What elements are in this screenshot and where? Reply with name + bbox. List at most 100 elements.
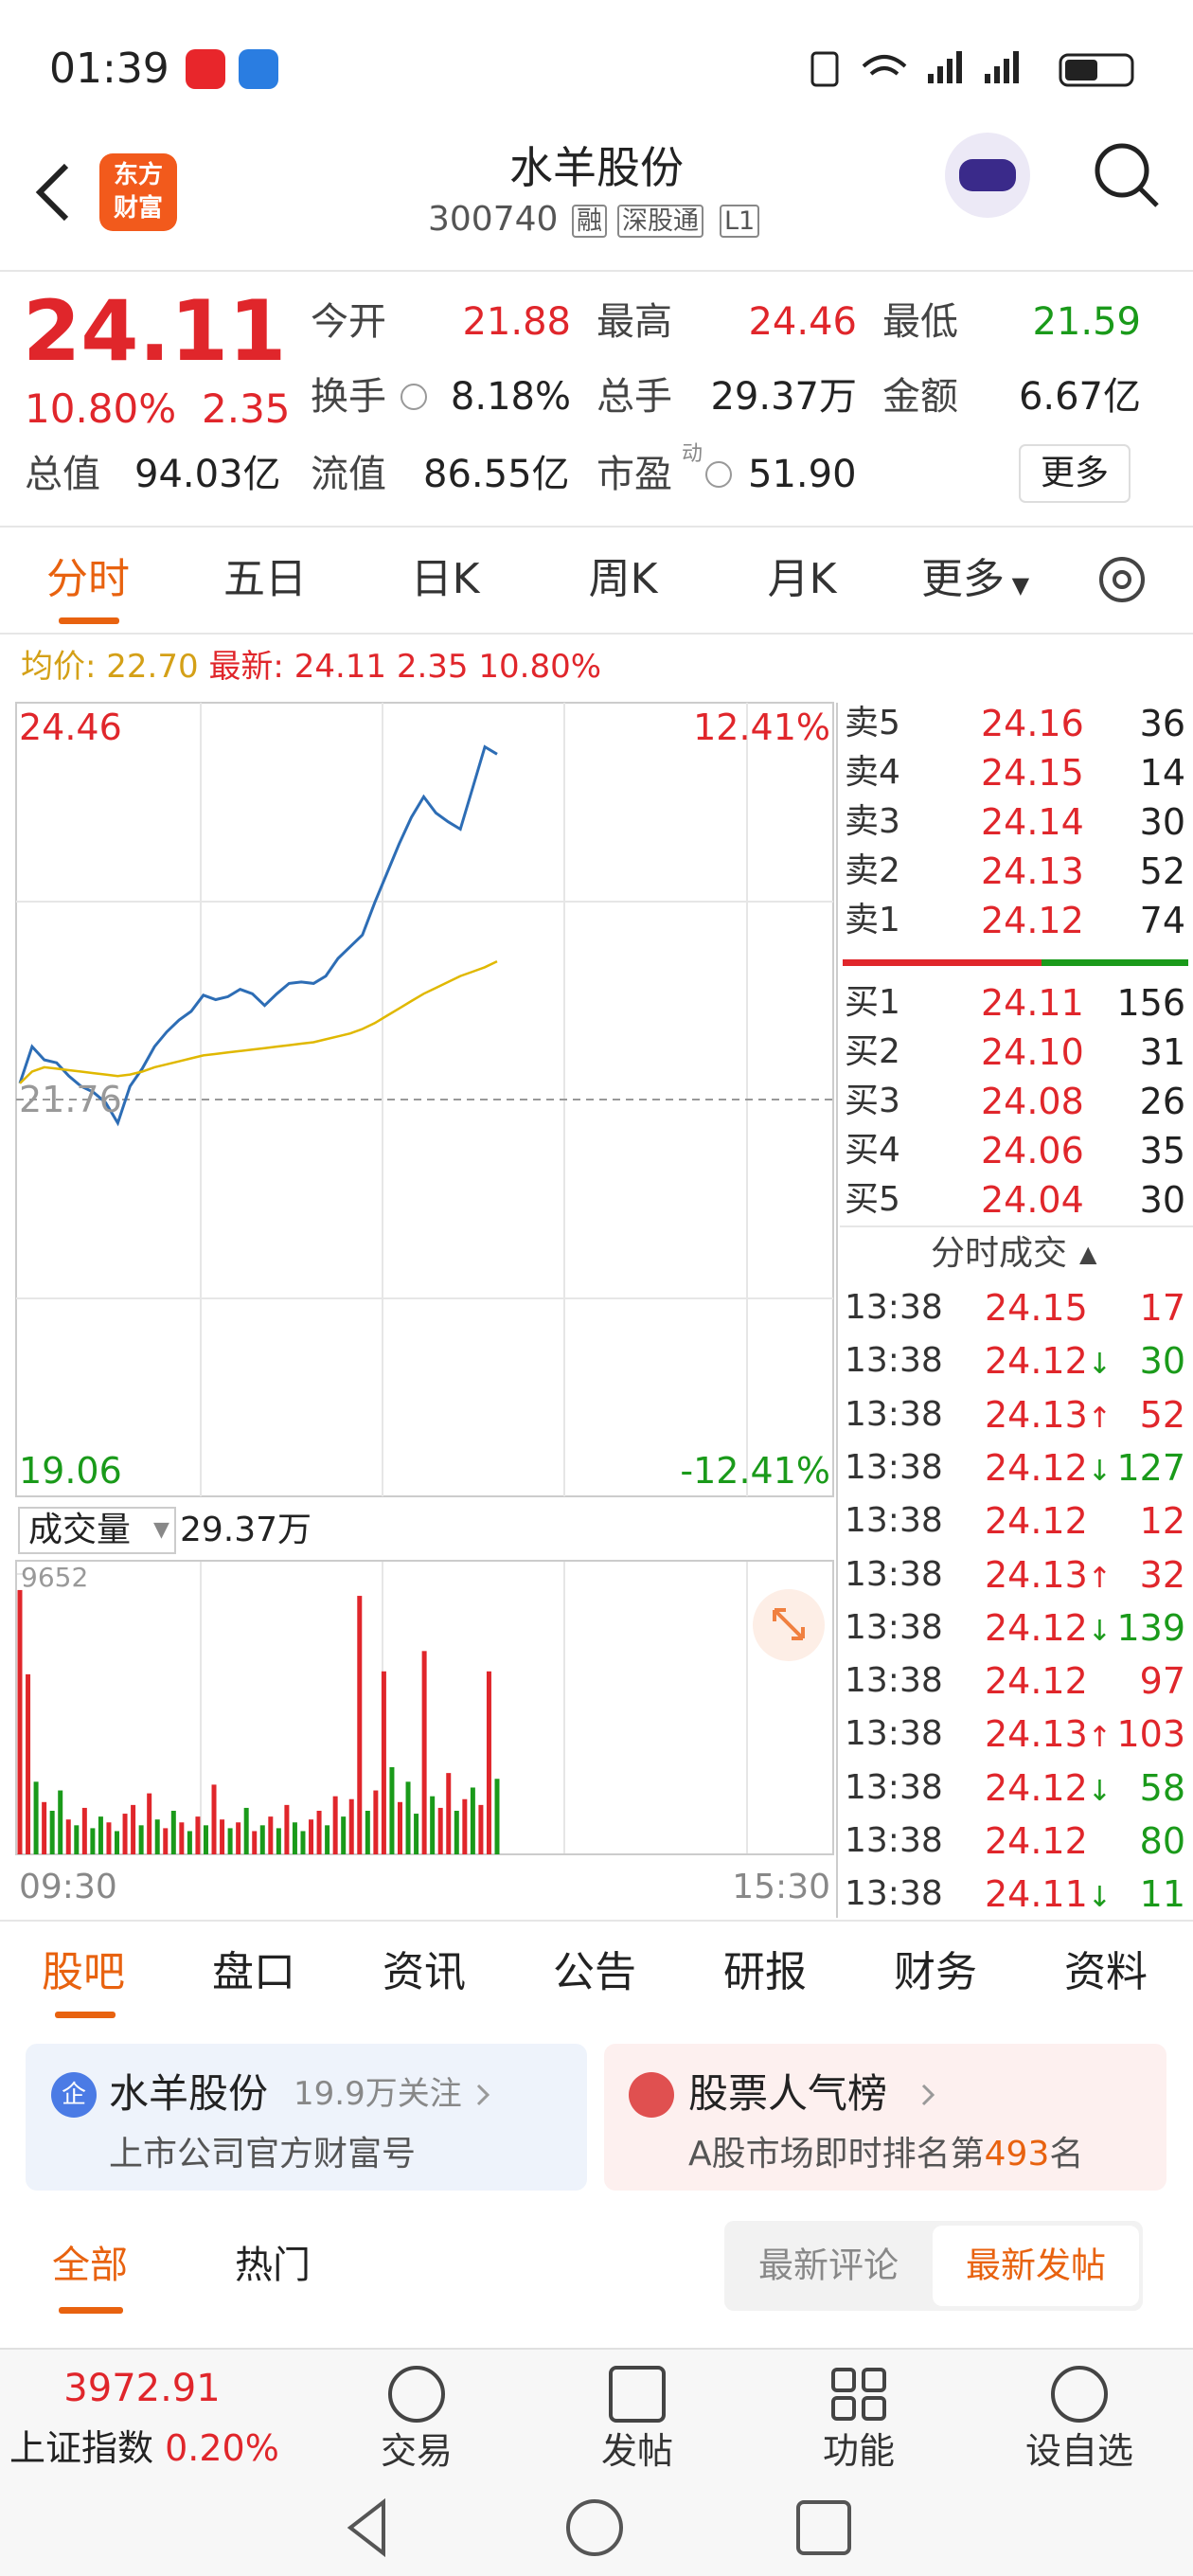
trades-title[interactable]: 分时成交: [930, 1234, 1068, 1273]
time-label: 15:30: [732, 1868, 830, 1906]
field-label: 金额: [882, 375, 958, 419]
price-line: [18, 744, 498, 1127]
field-value: 21.88: [462, 300, 571, 344]
action-icons: [388, 2366, 1108, 2423]
volume-bar: [397, 1801, 402, 1854]
trade-volume: 12: [1139, 1500, 1185, 1543]
trade-price: 24.13↑: [985, 1393, 1112, 1436]
more-button[interactable]: [1019, 444, 1131, 503]
chart-tab[interactable]: 五日: [223, 555, 307, 603]
info-icon[interactable]: [401, 384, 427, 410]
volume-bar: [81, 1807, 87, 1854]
volume-bar: [389, 1766, 395, 1854]
field-value: 24.46: [748, 300, 857, 344]
section-tab[interactable]: 公告: [553, 1948, 636, 1996]
avg-price: 22.70: [106, 648, 199, 686]
section-tab[interactable]: 资料: [1064, 1948, 1148, 1996]
avatar-face: [959, 159, 1016, 191]
volume-bar: [179, 1822, 185, 1854]
section-tab[interactable]: 研报: [723, 1948, 807, 1996]
action-label[interactable]: 发帖: [600, 2430, 674, 2472]
chart-tab[interactable]: 月K: [767, 555, 837, 603]
volume-bar: [227, 1828, 233, 1854]
field-label: 今开: [311, 300, 386, 344]
book-label: 卖1: [845, 901, 900, 939]
index-change: 0.20%: [165, 2427, 279, 2469]
volume-bar: [122, 1814, 128, 1854]
section-tab[interactable]: 财务: [894, 1948, 977, 1996]
trade-time: 13:38: [845, 1714, 943, 1754]
field-label: 市盈: [596, 453, 672, 496]
trade-arrow: ↑: [1087, 1561, 1112, 1595]
volume-bar: [259, 1825, 265, 1854]
chart-tab[interactable]: 周K: [588, 555, 658, 603]
settings-button[interactable]: [1099, 557, 1145, 602]
volume-bar: [170, 1810, 176, 1854]
filter-tab[interactable]: 热门: [235, 2244, 311, 2287]
more-button-label[interactable]: 更多: [1040, 454, 1110, 492]
y-tick-label: 19.06: [19, 1450, 122, 1492]
chart-tab[interactable]: 分时: [46, 555, 130, 603]
card[interactable]: [604, 2044, 1166, 2191]
section-tab[interactable]: 资讯: [383, 1948, 466, 1996]
volume-bar: [478, 1804, 484, 1854]
book-volume: 30: [1139, 1179, 1185, 1221]
volume-bar: [365, 1810, 370, 1854]
trade-arrow: ↓: [1087, 1348, 1112, 1382]
section-tab[interactable]: 盘口: [212, 1948, 295, 1996]
card-icon: [51, 2072, 97, 2118]
trade-volume: 80: [1139, 1820, 1185, 1862]
index-value[interactable]: 3972.91: [63, 2367, 221, 2410]
back-button[interactable]: [35, 163, 69, 222]
sort-option[interactable]: 最新发帖: [966, 2245, 1106, 2286]
action-label[interactable]: 交易: [380, 2430, 454, 2472]
trade-price: 24.12: [985, 1660, 1088, 1703]
last-price: 24.11: [23, 282, 287, 380]
action-label[interactable]: 设自选: [1024, 2430, 1134, 2472]
card-title[interactable]: 股票人气榜: [688, 2070, 888, 2117]
book-volume: 74: [1139, 900, 1185, 941]
trade-time: 13:38: [845, 1607, 943, 1647]
y-tick-label: 24.46: [19, 707, 122, 748]
book-price: 24.12: [981, 900, 1084, 941]
dropdown-arrow: ▼: [153, 1518, 169, 1542]
card[interactable]: [26, 2044, 587, 2191]
search-handle: [1138, 187, 1159, 207]
trade-volume: 139: [1116, 1606, 1185, 1649]
book-price: 24.10: [981, 1031, 1084, 1073]
card-title[interactable]: 水羊股份: [109, 2070, 269, 2117]
book-volume: 30: [1139, 801, 1185, 843]
dropdown-arrow: ▼: [1004, 572, 1030, 599]
volume-bar: [154, 1819, 160, 1854]
volume-label[interactable]: 成交量: [28, 1511, 132, 1549]
section-tab[interactable]: 股吧: [42, 1948, 125, 1996]
volume-bar: [373, 1790, 379, 1854]
book-price: 24.16: [981, 703, 1084, 744]
book-volume: 36: [1139, 703, 1185, 744]
book-volume: 26: [1139, 1081, 1185, 1122]
change-percent: 10.80%: [25, 385, 177, 432]
bottom-bar: [0, 2349, 1193, 2576]
info-icon[interactable]: [705, 461, 732, 488]
index-line[interactable]: 上证指数 0.20%: [9, 2430, 279, 2466]
volume-bar: [98, 1816, 103, 1854]
search-button[interactable]: [1095, 143, 1149, 198]
trade-time: 13:38: [845, 1661, 943, 1701]
stock-tag: 融: [572, 205, 607, 238]
book-label: 卖2: [845, 851, 900, 890]
sort-selected[interactable]: [933, 2226, 1139, 2306]
card-meta: 19.9万关注: [294, 2075, 462, 2113]
chart-tab[interactable]: 更多 ▼: [920, 555, 1030, 603]
trade-volume: 127: [1116, 1446, 1185, 1489]
action-label[interactable]: 功能: [822, 2430, 896, 2472]
volume-bar: [26, 1673, 31, 1854]
volume-selector[interactable]: [18, 1507, 176, 1554]
book-label: 卖5: [845, 704, 900, 742]
sort-option[interactable]: 最新评论: [758, 2245, 899, 2286]
field-value: 94.03亿: [134, 453, 281, 496]
chart-tab[interactable]: 日K: [410, 555, 480, 603]
pe-note: 动: [682, 442, 703, 466]
filter-tab[interactable]: 全部: [52, 2244, 128, 2287]
volume-total: 29.37万: [180, 1511, 312, 1549]
